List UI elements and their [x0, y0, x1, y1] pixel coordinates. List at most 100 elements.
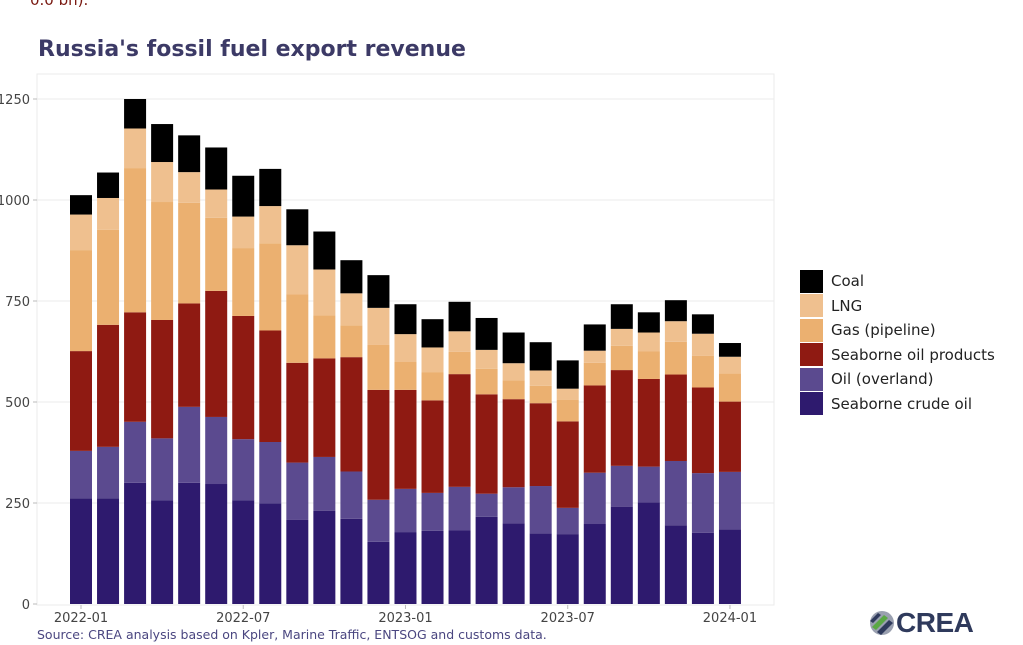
legend-item: Gas (pipeline) — [800, 318, 995, 343]
bar-segment-lng — [286, 245, 309, 295]
legend: Coal LNG Gas (pipeline) Seaborne oil produc… — [800, 269, 995, 416]
bar-segment-coal — [367, 275, 390, 308]
bar-segment-gas-pipeline — [394, 362, 417, 390]
bar-segment-seaborne-oil-products — [610, 370, 633, 466]
bar-segment-coal — [340, 260, 363, 294]
bar-segment-seaborne-crude-oil — [205, 484, 228, 604]
bar-segment-seaborne-oil-products — [286, 362, 309, 463]
bar-segment-lng — [718, 356, 741, 374]
bar-segment-oil-overland — [367, 499, 390, 542]
bar-segment-oil-overland — [475, 493, 498, 517]
bar-segment-seaborne-crude-oil — [448, 530, 471, 604]
bar-segment-oil-overland — [313, 456, 336, 511]
bar-segment-gas-pipeline — [529, 385, 552, 404]
bar-segment-lng — [583, 350, 606, 363]
bar-segment-seaborne-oil-products — [502, 399, 525, 488]
bar-segment-coal — [70, 195, 92, 215]
bar-segment-oil-overland — [556, 507, 579, 535]
bar-segment-seaborne-crude-oil — [610, 506, 633, 604]
bar-segment-seaborne-oil-products — [583, 385, 606, 473]
bar-segment-seaborne-oil-products — [394, 389, 417, 489]
legend-label: Seaborne crude oil — [831, 394, 972, 413]
bar-segment-lng — [556, 388, 579, 400]
bar-segment-lng — [259, 206, 282, 244]
legend-item: Seaborne oil products — [800, 343, 995, 368]
bar-segment-seaborne-oil-products — [97, 324, 120, 447]
bar-segment-seaborne-crude-oil — [583, 524, 606, 604]
bar-segment-oil-overland — [178, 406, 201, 483]
bar-segment-seaborne-oil-products — [151, 319, 174, 439]
bar-segment-gas-pipeline — [97, 229, 120, 325]
bar-segment-lng — [70, 214, 92, 251]
bar-segment-oil-overland — [448, 486, 471, 531]
bar-segment-seaborne-crude-oil — [97, 498, 120, 604]
legend-swatch — [800, 294, 823, 318]
bar-segment-coal — [637, 312, 660, 333]
legend-item: Seaborne crude oil — [800, 392, 995, 417]
bar-segment-lng — [340, 293, 363, 326]
bar-segment-gas-pipeline — [448, 351, 471, 375]
bar-segment-lng — [637, 332, 660, 352]
y-axis: 0 250 500 750 1000 1250 — [0, 93, 37, 613]
crea-logo-icon — [870, 611, 894, 635]
bar-segment-coal — [556, 360, 579, 389]
y-tick-label: 1000 — [0, 194, 30, 209]
legend-label: LNG — [831, 296, 863, 315]
bar-segment-gas-pipeline — [286, 294, 309, 363]
x-tick-label: 2024-01 — [703, 611, 757, 626]
y-tick-label: 0 — [22, 598, 30, 613]
bar-segment-seaborne-oil-products — [313, 358, 336, 457]
legend-swatch — [800, 367, 823, 391]
bar-segment-gas-pipeline — [205, 217, 228, 291]
bar-segment-seaborne-oil-products — [421, 400, 444, 493]
bar-segment-coal — [97, 172, 120, 198]
bar-segment-oil-overland — [637, 466, 660, 503]
bar-segment-seaborne-crude-oil — [421, 530, 444, 604]
bar-segment-seaborne-crude-oil — [151, 500, 174, 604]
bar-segment-gas-pipeline — [421, 372, 444, 401]
bar-segment-gas-pipeline — [583, 362, 606, 386]
bar-segment-coal — [448, 301, 471, 332]
x-tick-label: 2022-01 — [54, 611, 108, 626]
bar-segment-oil-overland — [124, 421, 147, 483]
bar-segment-oil-overland — [664, 460, 687, 526]
y-tick-label: 1250 — [0, 93, 30, 108]
bar-segment-gas-pipeline — [232, 248, 255, 316]
bar-segment-seaborne-oil-products — [718, 401, 741, 472]
bar-segment-coal — [691, 314, 714, 334]
bar-segment-lng — [475, 349, 498, 369]
bar-segment-seaborne-crude-oil — [286, 519, 309, 604]
bar-segment-gas-pipeline — [259, 243, 282, 331]
bar-segment-seaborne-oil-products — [205, 290, 228, 417]
legend-item: Coal — [800, 269, 995, 294]
bar-segment-oil-overland — [286, 462, 309, 520]
bar-segment-oil-overland — [151, 438, 174, 501]
bar-segment-seaborne-crude-oil — [691, 532, 714, 604]
bar-segment-oil-overland — [232, 439, 255, 501]
bar-segment-seaborne-oil-products — [178, 303, 201, 407]
bar-segment-seaborne-crude-oil — [664, 525, 687, 604]
legend-swatch — [800, 269, 823, 293]
bar-segment-oil-overland — [421, 492, 444, 531]
bar-segment-oil-overland — [529, 486, 552, 534]
legend-swatch — [800, 343, 823, 367]
bar-segment-seaborne-crude-oil — [394, 532, 417, 604]
bar-segment-seaborne-crude-oil — [637, 502, 660, 604]
bar-segment-seaborne-crude-oil — [502, 523, 525, 604]
bar-segment-seaborne-oil-products — [448, 374, 471, 487]
bar-segment-seaborne-oil-products — [529, 403, 552, 487]
bar-segment-seaborne-crude-oil — [367, 541, 390, 604]
bar-segment-gas-pipeline — [475, 368, 498, 395]
bar-segment-gas-pipeline — [124, 168, 147, 313]
y-tick-label: 750 — [5, 295, 30, 310]
bar-segment-lng — [421, 347, 444, 373]
bar-segment-seaborne-crude-oil — [475, 516, 498, 604]
bar-segment-lng — [97, 197, 120, 230]
bar-segment-coal — [475, 317, 498, 350]
bar-segment-gas-pipeline — [340, 325, 363, 358]
bar-segment-seaborne-oil-products — [691, 387, 714, 474]
bar-segment-lng — [502, 363, 525, 381]
bar-segment-gas-pipeline — [691, 355, 714, 388]
bar-segment-seaborne-crude-oil — [70, 498, 92, 604]
bar-segment-gas-pipeline — [556, 399, 579, 422]
